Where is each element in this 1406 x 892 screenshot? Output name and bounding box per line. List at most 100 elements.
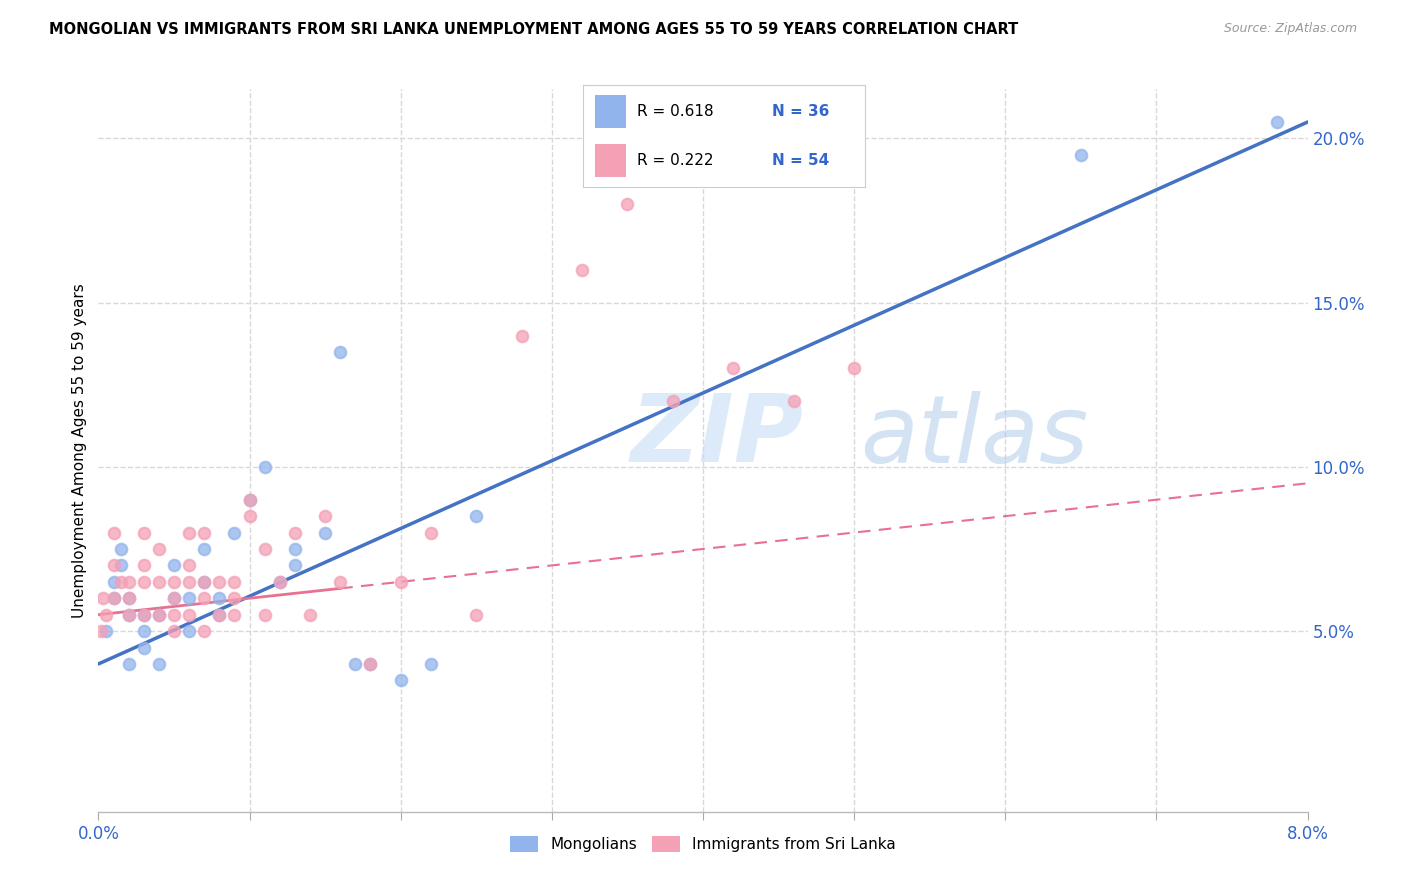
Point bbox=[193, 624, 215, 639]
Point bbox=[110, 574, 132, 589]
Point bbox=[132, 525, 155, 540]
Point bbox=[299, 607, 322, 622]
Point bbox=[420, 525, 443, 540]
Point bbox=[253, 541, 276, 556]
Point bbox=[148, 607, 170, 622]
Point bbox=[118, 607, 141, 622]
Point bbox=[253, 607, 276, 622]
Text: N = 36: N = 36 bbox=[772, 103, 830, 119]
Point bbox=[239, 509, 262, 524]
Point bbox=[132, 640, 155, 655]
Text: R = 0.618: R = 0.618 bbox=[637, 103, 713, 119]
Point bbox=[179, 558, 201, 573]
Point bbox=[103, 558, 125, 573]
Point bbox=[314, 525, 336, 540]
Point bbox=[224, 607, 246, 622]
Point bbox=[148, 657, 170, 671]
Point bbox=[284, 525, 307, 540]
Point bbox=[179, 591, 201, 606]
Point bbox=[193, 591, 215, 606]
Point bbox=[360, 657, 382, 671]
Point bbox=[253, 459, 276, 474]
Point bbox=[110, 541, 132, 556]
Point bbox=[103, 525, 125, 540]
Point bbox=[284, 558, 307, 573]
Point bbox=[103, 574, 125, 589]
Point bbox=[148, 574, 170, 589]
Point bbox=[132, 607, 155, 622]
Point bbox=[420, 657, 443, 671]
Point bbox=[269, 574, 291, 589]
Text: ZIP: ZIP bbox=[630, 390, 803, 482]
Point bbox=[193, 574, 215, 589]
Point bbox=[329, 345, 352, 359]
Point bbox=[510, 328, 533, 343]
Text: R = 0.222: R = 0.222 bbox=[637, 153, 713, 169]
Point bbox=[179, 574, 201, 589]
Point bbox=[103, 591, 125, 606]
Point bbox=[163, 607, 186, 622]
Point bbox=[571, 262, 593, 277]
Point bbox=[783, 394, 806, 409]
Point bbox=[118, 591, 141, 606]
Point bbox=[94, 607, 117, 622]
Point bbox=[132, 558, 155, 573]
Point bbox=[1070, 148, 1092, 162]
Point bbox=[163, 591, 186, 606]
Point bbox=[163, 574, 186, 589]
Point bbox=[465, 607, 488, 622]
Legend: Mongolians, Immigrants from Sri Lanka: Mongolians, Immigrants from Sri Lanka bbox=[505, 830, 901, 858]
Point bbox=[389, 673, 412, 688]
Point bbox=[389, 574, 412, 589]
Point bbox=[90, 624, 112, 639]
Point bbox=[616, 197, 638, 211]
Point bbox=[344, 657, 367, 671]
Point bbox=[224, 525, 246, 540]
Point bbox=[239, 492, 262, 507]
Text: Source: ZipAtlas.com: Source: ZipAtlas.com bbox=[1223, 22, 1357, 36]
Point bbox=[132, 607, 155, 622]
Point bbox=[179, 624, 201, 639]
Point bbox=[723, 361, 745, 376]
Point bbox=[193, 541, 215, 556]
Point bbox=[661, 394, 683, 409]
Text: N = 54: N = 54 bbox=[772, 153, 830, 169]
Point bbox=[118, 591, 141, 606]
Point bbox=[132, 574, 155, 589]
Y-axis label: Unemployment Among Ages 55 to 59 years: Unemployment Among Ages 55 to 59 years bbox=[72, 283, 87, 618]
Point bbox=[314, 509, 336, 524]
Point bbox=[132, 624, 155, 639]
Point bbox=[110, 558, 132, 573]
Point bbox=[269, 574, 291, 589]
Point bbox=[360, 657, 382, 671]
Bar bbox=[595, 95, 626, 128]
Point bbox=[163, 591, 186, 606]
Bar bbox=[595, 145, 626, 177]
Point bbox=[329, 574, 352, 589]
Point bbox=[148, 541, 170, 556]
Point bbox=[208, 607, 231, 622]
Point bbox=[163, 624, 186, 639]
Point bbox=[239, 492, 262, 507]
Point bbox=[148, 607, 170, 622]
Point bbox=[179, 525, 201, 540]
Point bbox=[103, 591, 125, 606]
Point bbox=[163, 558, 186, 573]
Point bbox=[179, 607, 201, 622]
Point bbox=[465, 509, 488, 524]
Point bbox=[208, 574, 231, 589]
Text: MONGOLIAN VS IMMIGRANTS FROM SRI LANKA UNEMPLOYMENT AMONG AGES 55 TO 59 YEARS CO: MONGOLIAN VS IMMIGRANTS FROM SRI LANKA U… bbox=[49, 22, 1018, 37]
Text: atlas: atlas bbox=[860, 391, 1088, 482]
Point bbox=[224, 574, 246, 589]
Point bbox=[91, 591, 114, 606]
Point bbox=[94, 624, 117, 639]
Point bbox=[193, 574, 215, 589]
Point bbox=[284, 541, 307, 556]
Point bbox=[1267, 115, 1289, 129]
Point bbox=[193, 525, 215, 540]
Point bbox=[844, 361, 866, 376]
Point bbox=[118, 574, 141, 589]
Point bbox=[208, 607, 231, 622]
Point bbox=[118, 657, 141, 671]
Point bbox=[224, 591, 246, 606]
